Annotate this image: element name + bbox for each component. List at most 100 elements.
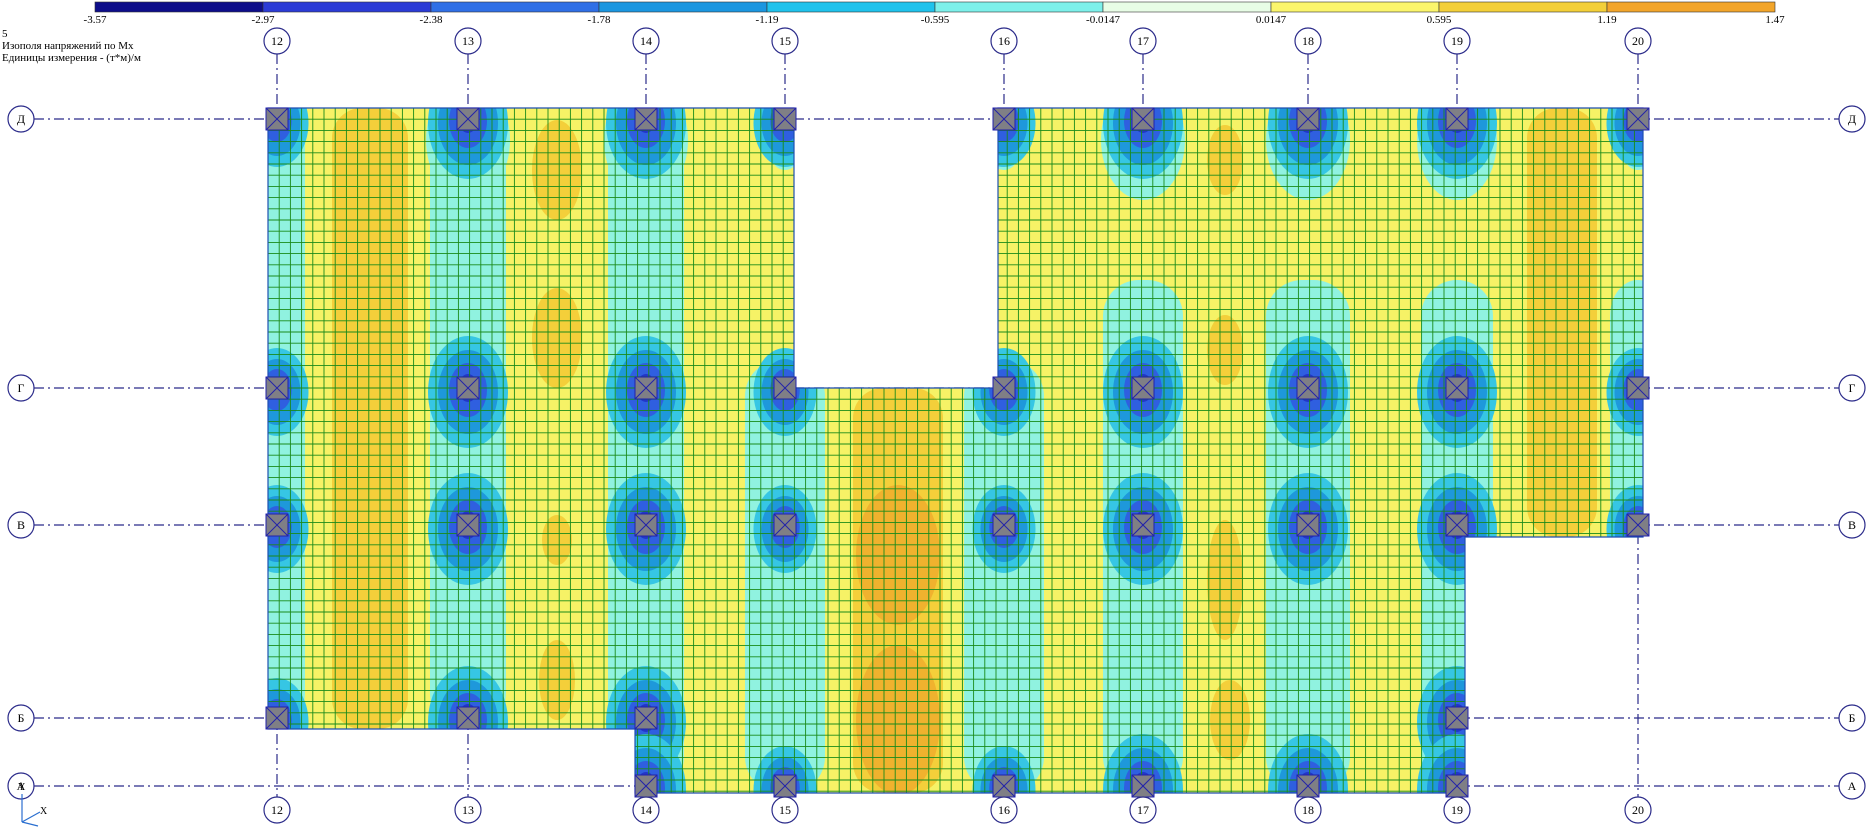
axis-bubble-icon	[1624, 796, 1652, 824]
axis-bubble-left: Г	[7, 374, 35, 402]
column-x-icon	[992, 376, 1016, 400]
column-x-icon	[1131, 376, 1155, 400]
axis-bubble-icon	[1838, 772, 1866, 800]
axis-bubble-icon	[7, 511, 35, 539]
legend-tick-label: -0.0147	[1086, 14, 1120, 26]
axis-bubble-right: В	[1838, 511, 1866, 539]
axis-bubble-icon	[1294, 27, 1322, 55]
column-x-icon	[265, 513, 289, 537]
column-x-icon	[1131, 107, 1155, 131]
axis-bubble-top: 13	[454, 27, 482, 55]
contour-band	[856, 485, 940, 625]
legend-tick-label: -2.38	[420, 14, 443, 26]
column-x-icon	[1626, 376, 1650, 400]
axis-bubble-bottom: 20	[1624, 796, 1652, 824]
column-x-icon	[1626, 513, 1650, 537]
legend-swatch	[1270, 1, 1440, 13]
color-scale-legend: -3.57 -2.97 -2.38 -1.78 -1.19 -0.595 -0.0147 0.…	[84, 1, 1785, 26]
axis-bubble-icon	[1129, 27, 1157, 55]
axis-bubble-top: 12	[263, 27, 291, 55]
axis-bubble-icon	[7, 704, 35, 732]
contour-band	[1207, 520, 1243, 640]
column-x-icon	[1296, 107, 1320, 131]
column-x-icon	[1131, 513, 1155, 537]
axis-bubble-icon	[1294, 796, 1322, 824]
column-x-icon	[1445, 774, 1469, 798]
axis-bubble-top: 20	[1624, 27, 1652, 55]
legend-tick-label: -2.97	[252, 14, 275, 26]
axis-bubble-icon	[990, 27, 1018, 55]
axis-bubble-bottom: 17	[1129, 796, 1157, 824]
axis-bubble-top: 18	[1294, 27, 1322, 55]
axis-bubble-top: 15	[771, 27, 799, 55]
axis-bubble-icon	[454, 796, 482, 824]
column-x-icon	[634, 706, 658, 730]
coord-y-label: Y	[18, 782, 25, 793]
legend-swatch	[430, 1, 600, 13]
axis-bubble-left: Д	[7, 105, 35, 133]
legend-swatch	[1438, 1, 1608, 13]
axis-label: В	[17, 518, 25, 532]
column-x-icon	[1445, 706, 1469, 730]
axis-label: 17	[1137, 803, 1149, 817]
axis-label: Г	[1849, 381, 1856, 395]
axis-bubble-icon	[7, 105, 35, 133]
legend-swatch	[1102, 1, 1272, 13]
coord-system-icon: Y X	[18, 782, 48, 827]
axis-bubble-bottom: 18	[1294, 796, 1322, 824]
axis-bubble-left: В	[7, 511, 35, 539]
axis-label: 19	[1451, 803, 1463, 817]
legend-swatch	[934, 1, 1104, 13]
column-x-icon	[456, 513, 480, 537]
column-x-icon	[992, 774, 1016, 798]
axis-label: Б	[18, 711, 25, 725]
column-x-icon	[773, 107, 797, 131]
column-x-icon	[773, 774, 797, 798]
column-x-icon	[773, 376, 797, 400]
legend-tick-label: 0.595	[1427, 14, 1452, 26]
contour-band	[964, 360, 1044, 793]
axis-bubble-bottom: 19	[1443, 796, 1471, 824]
axis-bubble-bottom: 12	[263, 796, 291, 824]
column-x-icon	[265, 107, 289, 131]
column-x-icon	[456, 376, 480, 400]
contour-band	[1527, 108, 1597, 537]
axis-bubble-top: 16	[990, 27, 1018, 55]
column-x-icon	[634, 107, 658, 131]
axis-label: 15	[779, 803, 791, 817]
axis-bubble-left: А	[7, 772, 35, 800]
axis-label: 13	[462, 803, 474, 817]
axis-label: Б	[1849, 711, 1856, 725]
axis-label: А	[1848, 779, 1857, 793]
contour-band	[539, 640, 575, 720]
axis-bubble-bottom: 15	[771, 796, 799, 824]
coord-x-label: X	[40, 806, 48, 817]
legend-swatch	[94, 1, 264, 13]
axis-bubble-icon	[1838, 105, 1866, 133]
legend-swatch	[766, 1, 936, 13]
load-case-number: 5	[2, 28, 8, 40]
axis-label: В	[1848, 518, 1856, 532]
axis-label: 12	[271, 803, 283, 817]
units-label: Единицы измерения - (т*м)/м	[2, 52, 141, 64]
axis-label: 18	[1302, 803, 1314, 817]
axis-label: 12	[271, 34, 283, 48]
column-x-icon	[1296, 376, 1320, 400]
contour-band	[1210, 680, 1250, 760]
column-x-icon	[456, 107, 480, 131]
axis-label: 20	[1632, 34, 1644, 48]
contour-band	[856, 645, 940, 793]
contour-band	[745, 360, 825, 793]
axis-bubble-icon	[263, 27, 291, 55]
axis-bubble-icon	[1443, 27, 1471, 55]
axis-bubble-bottom: 16	[990, 796, 1018, 824]
axis-bubble-icon	[1624, 27, 1652, 55]
axis-bubble-top: 17	[1129, 27, 1157, 55]
legend-tick-label: -1.78	[588, 14, 611, 26]
axis-label: 14	[640, 34, 652, 48]
axis-bubble-left: Б	[7, 704, 35, 732]
legend-tick-label: -0.595	[921, 14, 950, 26]
axis-bubble-icon	[454, 27, 482, 55]
